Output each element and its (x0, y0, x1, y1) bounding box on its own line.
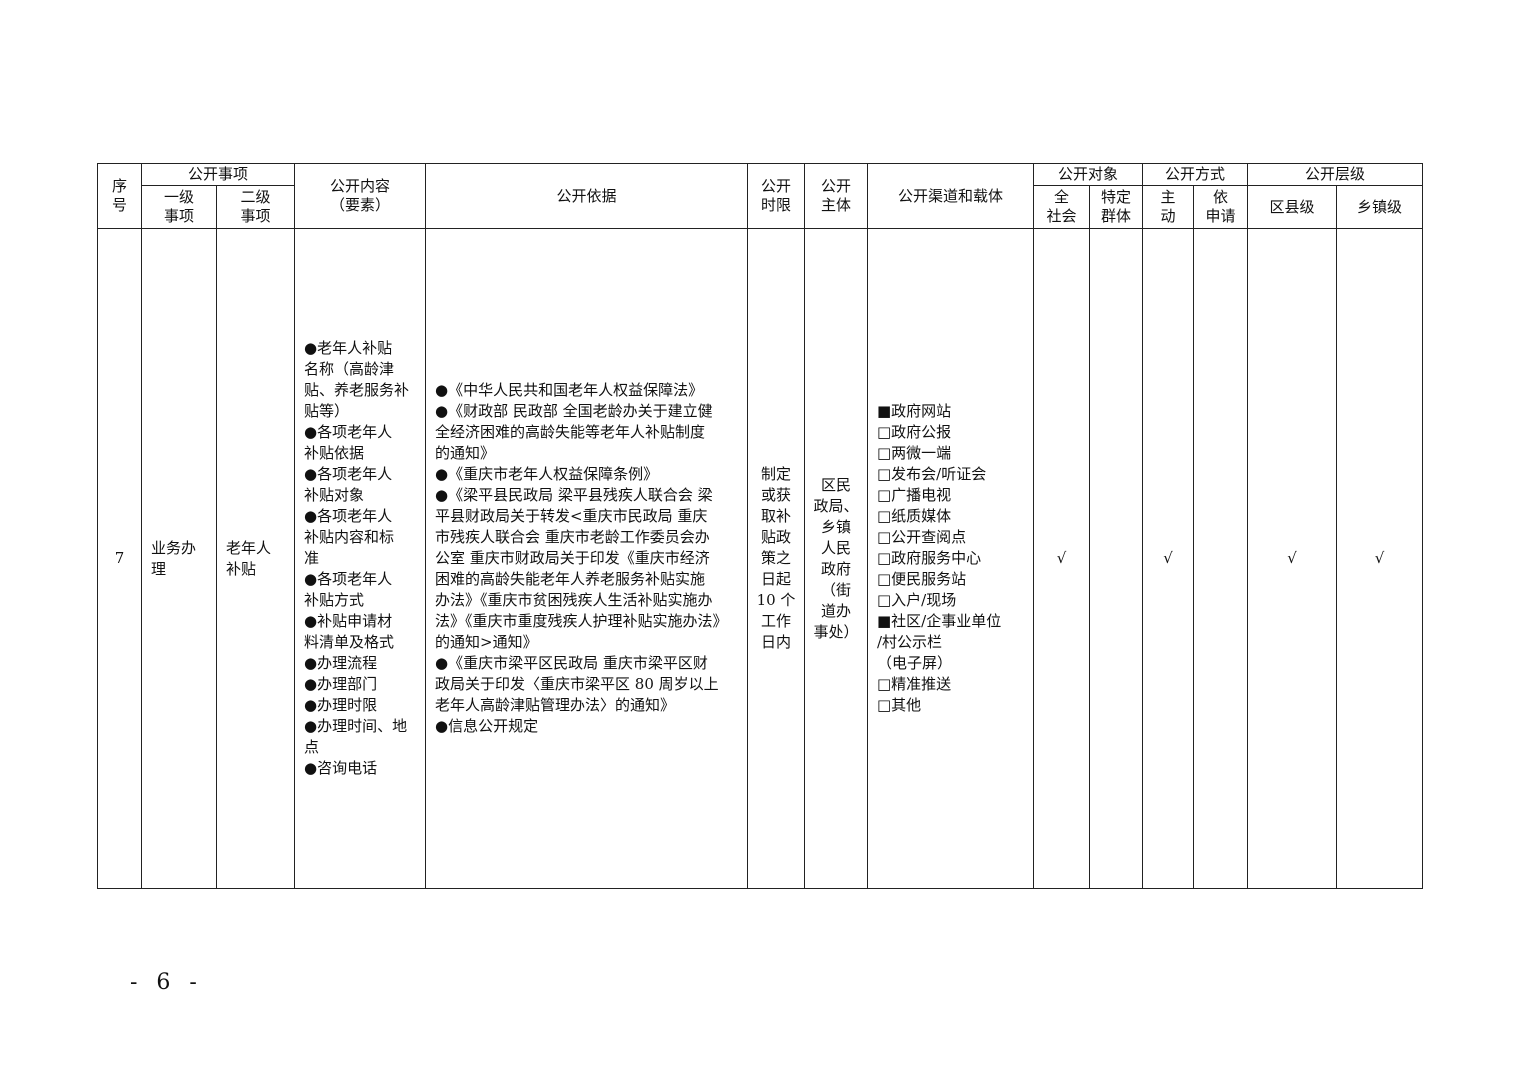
header-method: 公开方式 (1142, 163, 1248, 186)
header-level: 公开层级 (1247, 163, 1423, 186)
header-target-group: 特定 群体 (1089, 185, 1143, 229)
header-target-all: 全 社会 (1033, 185, 1090, 229)
header-content: 公开内容 （要素） (294, 163, 426, 229)
header-item-l1: 一级 事项 (141, 185, 217, 229)
header-method-active: 主 动 (1142, 185, 1194, 229)
cell-level-county: √ (1247, 228, 1337, 889)
table-row: 7 业务办 理 老年人 补贴 ●老年人补贴 名称（高龄津 贴、养老服务补 贴等）… (97, 228, 1423, 889)
header-subject: 公开 主体 (804, 163, 868, 229)
header-basis: 公开依据 (425, 163, 748, 229)
cell-target-all: √ (1033, 228, 1090, 889)
cell-item-l2: 老年人 补贴 (216, 228, 295, 889)
header-method-apply: 依 申请 (1193, 185, 1248, 229)
cell-seq: 7 (97, 228, 142, 889)
cell-item-l1: 业务办 理 (141, 228, 217, 889)
page-number: - 6 - (130, 970, 203, 995)
cell-subject: 区民 政局、 乡镇 人民 政府 （街 道办 事处） (804, 228, 868, 889)
header-seq: 序 号 (97, 163, 142, 229)
header-deadline: 公开 时限 (747, 163, 805, 229)
disclosure-table: 序 号 公开事项 公开内容 （要素） 公开依据 公开 时限 公开 主体 公开渠道… (97, 163, 1423, 889)
header-level-county: 区县级 (1247, 185, 1337, 229)
header-item-l2: 二级 事项 (216, 185, 295, 229)
cell-target-group (1089, 228, 1143, 889)
header-item: 公开事项 (141, 163, 295, 186)
cell-basis: ●《中华人民共和国老年人权益保障法》 ●《财政部 民政部 全国老龄办关于建立健 … (425, 228, 748, 889)
header-channel: 公开渠道和载体 (867, 163, 1034, 229)
cell-content: ●老年人补贴 名称（高龄津 贴、养老服务补 贴等） ●各项老年人 补贴依据 ●各… (294, 228, 426, 889)
cell-method-active: √ (1142, 228, 1194, 889)
cell-deadline: 制定 或获 取补 贴政 策之 日起 10 个 工作 日内 (747, 228, 805, 889)
cell-method-apply (1193, 228, 1248, 889)
header-target: 公开对象 (1033, 163, 1143, 186)
header-level-town: 乡镇级 (1336, 185, 1423, 229)
cell-level-town: √ (1336, 228, 1423, 889)
cell-channel: ■政府网站 □政府公报 □两微一端 □发布会/听证会 □广播电视 □纸质媒体 □… (867, 228, 1034, 889)
